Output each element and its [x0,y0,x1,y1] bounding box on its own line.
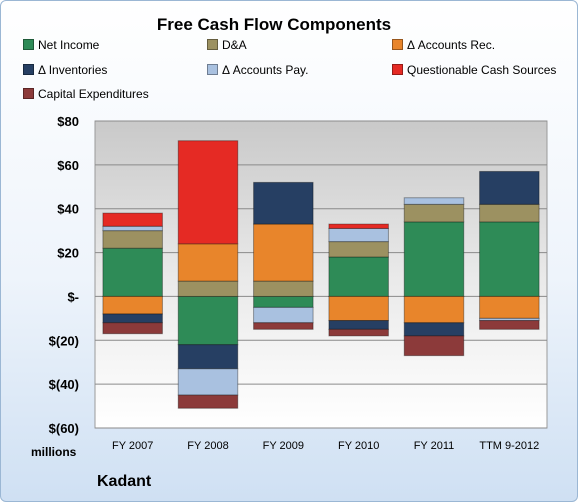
legend-item-capital-expenditures: Capital Expenditures [23,87,149,101]
bar-net-income-fy-2009 [253,295,314,308]
legend-item-accounts-rec: Δ Accounts Rec. [392,38,495,52]
y-tick-label: $(60) [49,421,79,436]
bar-inventories-fy-2007 [102,313,163,324]
bar-d-a-fy-2008 [177,280,239,297]
legend-label: Δ Accounts Pay. [222,63,309,77]
bar-accounts-pay-fy-2011 [403,197,465,205]
bar-net-income-fy-2007 [102,247,163,297]
units-label: millions [31,445,77,459]
legend-swatch [392,39,403,50]
legend-item-questionable-cash-sources: Questionable Cash Sources [392,63,556,77]
x-tick-label: FY 2010 [338,440,379,452]
bar-d-a-fy-2007 [102,230,163,249]
bar-inventories-fy-2009 [253,181,314,225]
bar-accounts-rec-ttm-9-2012 [479,295,540,319]
legend-label: Δ Accounts Rec. [407,38,496,52]
bar-net-income-fy-2011 [403,221,465,297]
bar-net-income-fy-2008 [177,295,239,346]
bar-accounts-rec-fy-2009 [253,223,314,282]
legend-label: Δ Inventories [38,63,108,77]
bar-accounts-rec-fy-2011 [403,295,465,324]
x-tick-label: FY 2008 [187,440,228,452]
x-tick-label: FY 2007 [112,440,153,452]
bar-accounts-pay-fy-2009 [253,306,314,324]
legend-swatch [23,39,34,50]
bar-inventories-ttm-9-2012 [479,170,540,205]
bar-inventories-fy-2008 [177,344,239,370]
bar-questionable-cash-sources-fy-2007 [102,212,163,227]
bar-accounts-rec-fy-2010 [328,295,389,322]
y-tick-label: $(20) [49,333,79,348]
legend-item-inventories: Δ Inventories [23,63,107,77]
bar-capital-expenditures-ttm-9-2012 [479,320,540,330]
bar-d-a-ttm-9-2012 [479,203,540,223]
legend-swatch [23,88,34,99]
bar-questionable-cash-sources-fy-2010 [328,223,389,229]
bar-d-a-fy-2011 [403,203,465,223]
bar-d-a-fy-2010 [328,241,389,258]
x-tick-label: TTM 9-2012 [479,440,539,452]
y-tick-label: $20 [57,246,79,261]
bar-capital-expenditures-fy-2008 [177,394,239,409]
bar-accounts-pay-fy-2010 [328,227,389,243]
y-tick-label: $40 [57,202,79,217]
legend-label: Questionable Cash Sources [407,63,557,77]
bar-questionable-cash-sources-fy-2008 [177,140,239,245]
legend-label: D&A [222,38,247,52]
bar-net-income-ttm-9-2012 [479,221,540,297]
company-label: Kadant [97,473,152,490]
plot-area [94,120,548,429]
legend-swatch [392,64,403,75]
legend-item-accounts-pay: Δ Accounts Pay. [207,63,309,77]
x-tick-label: FY 2011 [414,440,455,452]
bar-accounts-rec-fy-2008 [177,243,239,282]
y-tick-label: $80 [57,114,79,129]
legend-item-d-a: D&A [207,38,247,52]
bar-accounts-pay-fy-2008 [177,368,239,396]
legend-label: Capital Expenditures [38,87,149,101]
bar-inventories-fy-2011 [403,322,465,337]
legend-label: Net Income [38,38,100,52]
legend-swatch [207,39,218,50]
bar-capital-expenditures-fy-2011 [403,335,465,357]
legend-item-net-income: Net Income [23,38,99,52]
bar-accounts-pay-fy-2007 [102,225,163,232]
bar-capital-expenditures-fy-2007 [102,322,163,335]
chart-title: Free Cash Flow Components [156,15,392,34]
bar-accounts-rec-fy-2007 [102,295,163,315]
legend-swatch [23,64,34,75]
bar-d-a-fy-2009 [253,280,314,297]
legend-swatch [207,64,218,75]
y-tick-label: $60 [57,158,79,173]
y-tick-label: $(40) [49,377,79,392]
bar-capital-expenditures-fy-2010 [328,328,389,337]
bar-capital-expenditures-fy-2009 [253,322,314,330]
x-tick-label: FY 2009 [263,440,304,452]
bar-net-income-fy-2010 [328,256,389,297]
y-tick-label: $- [67,289,79,304]
bar-inventories-fy-2010 [328,320,389,330]
